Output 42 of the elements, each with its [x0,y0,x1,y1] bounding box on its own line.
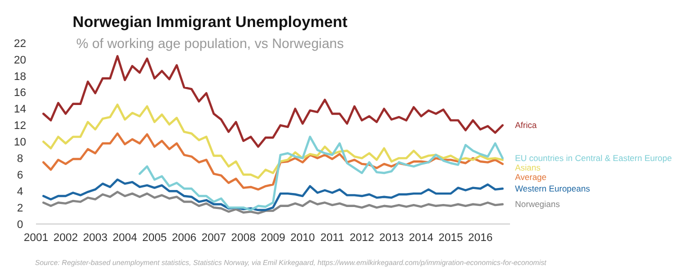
y-tick-label: 4 [16,186,24,198]
chart-title: Norwegian Immigrant Unemployment [72,14,348,31]
x-tick-label: 2010 [290,232,315,244]
x-tick-label: 2008 [231,232,256,244]
line-series [42,132,504,191]
y-tick-label: 16 [14,87,26,100]
x-tick-label: 2001 [24,232,48,244]
x-tick-label: 2012 [350,232,374,244]
line-series [42,104,504,180]
x-tick-label: 2003 [83,232,108,244]
x-tick-label: 2014 [408,232,434,244]
x-tick-label: 2004 [112,232,138,244]
x-tick-label: 2015 [438,232,463,244]
y-tick-label: 22 [14,38,26,50]
chart-subtitle: % of working age population, vs Norwegians [76,36,344,51]
line-series [42,190,504,214]
y-tick-label: 6 [16,169,24,182]
x-tick-label: 2013 [379,232,404,244]
line-series [138,136,504,212]
x-tick-label: 2007 [202,232,226,244]
y-tick-label: 10 [14,136,26,149]
x-tick-label: 2005 [142,232,167,244]
y-tick-label: 14 [14,104,26,116]
series-label: Asians [515,162,541,173]
y-tick-label: 20 [14,54,26,66]
x-tick-label: 2002 [53,232,78,244]
x-tick-label: 2006 [172,232,196,244]
series-label: Average [515,172,547,182]
y-tick-label: 12 [14,120,26,132]
y-tick-label: 8 [16,153,24,166]
line-series [42,55,504,148]
series-label: Norwegians [515,199,560,210]
x-tick-label: 2016 [468,232,493,244]
line-series [42,178,504,212]
series-label: EU countries in Central & Eastern Europe [515,153,672,164]
series-label: Western Europeans [515,184,590,194]
y-tick-label: 18 [14,70,26,83]
y-tick-label: 0 [16,218,24,231]
y-tick-label: 2 [16,202,24,214]
x-tick-label: 2011 [320,232,344,244]
x-tick-label: 2009 [260,232,286,244]
series-label: Africa [515,120,537,130]
